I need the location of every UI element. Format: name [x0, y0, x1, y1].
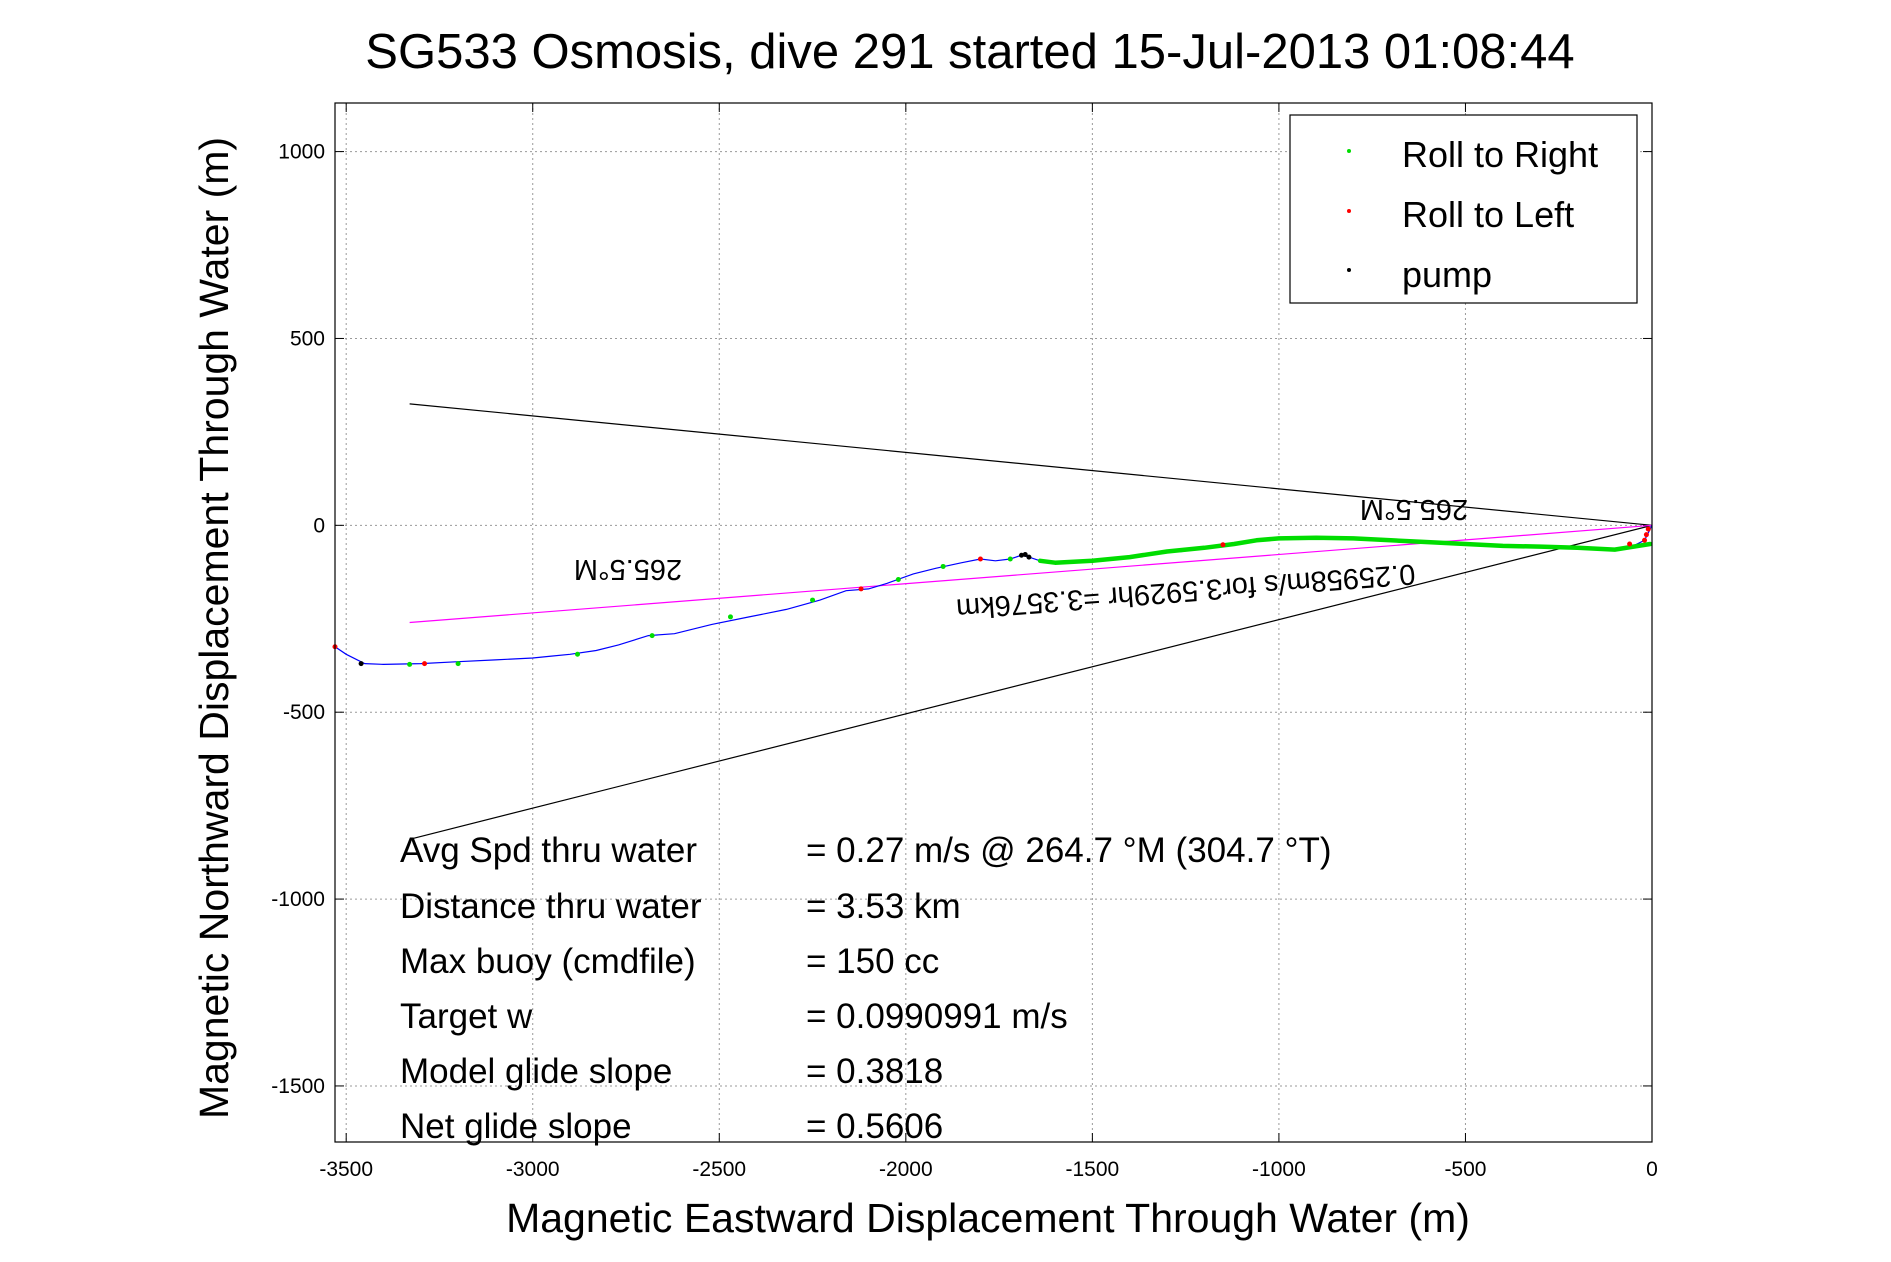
stat-value: = 3.53 km [806, 887, 961, 926]
y-tick-label: -500 [283, 701, 325, 724]
legend-marker-roll-right [1347, 149, 1351, 153]
y-tick-label: 0 [313, 514, 325, 537]
roll-right-point [810, 597, 816, 603]
legend-box [1289, 114, 1638, 304]
x-tick-label: -3000 [506, 1158, 560, 1181]
dive-statistics: Avg Spd thru water = 0.27 m/s @ 264.7 °M… [400, 831, 1332, 1146]
legend-label-pump: pump [1402, 254, 1492, 295]
roll-left-point [1643, 532, 1649, 538]
roll-right-segment [1037, 535, 1653, 565]
roll-left-point [1645, 526, 1651, 532]
roll-right-point [895, 577, 901, 583]
x-tick-label: -3500 [319, 1158, 373, 1181]
heading-line [409, 403, 1653, 526]
roll-left-point [858, 586, 864, 592]
roll-left-point [977, 556, 983, 562]
heading-annotation-right: 265.5°M [1360, 493, 1468, 525]
pump-point [1022, 551, 1028, 557]
x-axis-label: Magnetic Eastward Displacement Through W… [506, 1195, 1470, 1241]
y-tick-label: 500 [290, 327, 325, 350]
heading-annotation-left: 265.5°M [574, 553, 682, 585]
pump-point [358, 661, 364, 667]
x-tick-label: -500 [1444, 1158, 1486, 1181]
roll-right-point [940, 563, 946, 569]
roll-right-point [727, 614, 733, 620]
roll-right-point [407, 661, 413, 667]
roll-left-point [1627, 541, 1633, 547]
stat-value: = 0.27 m/s @ 264.7 °M (304.7 °T) [806, 831, 1332, 870]
pump-point [1018, 552, 1024, 558]
roll-right-point [1007, 556, 1013, 562]
stat-label: Target w [400, 997, 533, 1036]
roll-left-point [1220, 542, 1226, 548]
stat-label: Distance thru water [400, 887, 702, 926]
stat-label: Max buoy (cmdfile) [400, 942, 696, 981]
roll-right-point [649, 633, 655, 639]
heading-line [409, 524, 1653, 840]
legend: Roll to Right Roll to Left pump [1289, 114, 1638, 304]
y-tick-label: 1000 [278, 141, 325, 164]
legend-marker-pump [1347, 268, 1351, 272]
x-axis-ticks: -3500 -3000 -2500 -2000 -1500 -1000 -500 0 [319, 103, 1658, 1181]
stat-label: Model glide slope [400, 1052, 672, 1091]
legend-label-roll-left: Roll to Left [1402, 194, 1574, 235]
legend-marker-roll-left [1347, 209, 1351, 213]
plot-frame [334, 102, 1653, 1143]
x-tick-label: -2000 [879, 1158, 933, 1181]
x-tick-label: 0 [1646, 1158, 1658, 1181]
stat-value: = 0.3818 [806, 1052, 943, 1091]
x-tick-label: -1000 [1252, 1158, 1306, 1181]
y-axis-label: Magnetic Northward Displacement Through … [191, 137, 237, 1119]
roll-right-point [455, 661, 461, 667]
stat-value: = 0.0990991 m/s [806, 997, 1068, 1036]
y-tick-label: -1000 [271, 888, 325, 911]
stat-value: = 150 cc [806, 942, 939, 981]
stat-label: Avg Spd thru water [400, 831, 697, 870]
legend-label-roll-right: Roll to Right [1402, 134, 1598, 175]
roll-left-point [1642, 537, 1648, 543]
stat-value: = 0.5606 [806, 1107, 943, 1146]
pump-point [1026, 554, 1032, 560]
chart-title: SG533 Osmosis, dive 291 started 15-Jul-2… [365, 25, 1574, 79]
dive-track [332, 525, 1653, 667]
stat-label: Net glide slope [400, 1107, 632, 1146]
roll-right-point [575, 651, 581, 657]
y-tick-label: -1500 [271, 1075, 325, 1098]
y-axis-ticks: 1000 500 0 -500 -1000 -1500 [271, 141, 1652, 1098]
roll-left-point [422, 661, 428, 667]
x-tick-label: -2500 [692, 1158, 746, 1181]
x-tick-label: -1500 [1066, 1158, 1120, 1181]
